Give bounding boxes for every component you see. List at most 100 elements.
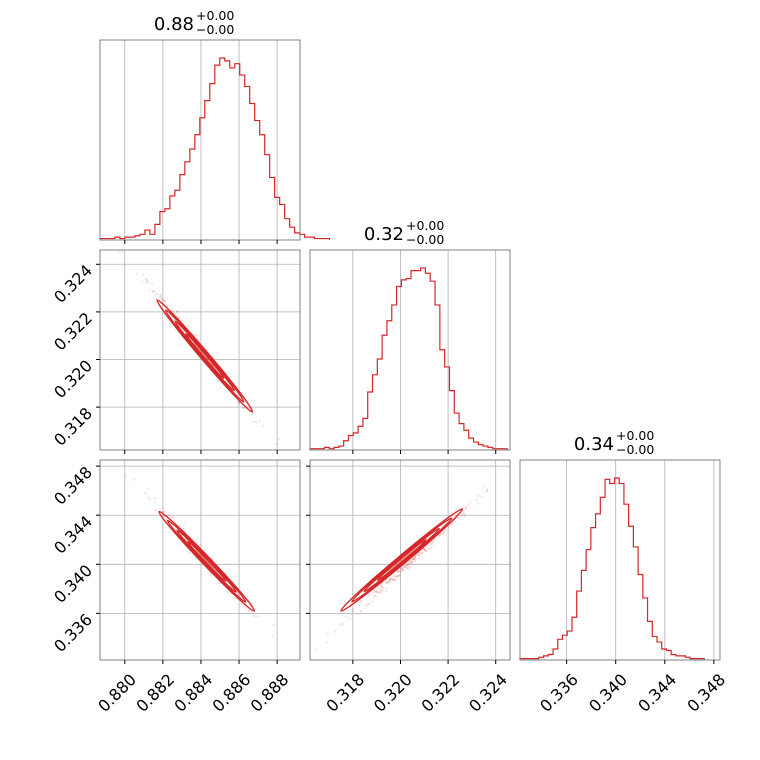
scatter-point: [237, 401, 240, 404]
scatter-point: [194, 334, 197, 337]
scatter-point: [217, 379, 220, 382]
contour-line: [363, 527, 441, 593]
scatter-point: [483, 485, 486, 488]
title-value: 0.32: [364, 224, 404, 245]
scatter-point: [426, 544, 429, 547]
x-tick-label: 0.348: [683, 670, 729, 716]
scatter-point: [258, 420, 261, 423]
scatter-point: [386, 581, 389, 585]
scatter-point: [143, 492, 146, 495]
scatter-point: [460, 513, 463, 516]
scatter-point: [238, 402, 241, 405]
scatter-point: [433, 544, 436, 548]
scatter-point: [257, 615, 260, 618]
scatter-point: [255, 421, 258, 424]
scatter-point: [421, 551, 424, 554]
scatter-point: [425, 550, 428, 553]
scatter-points: [315, 472, 508, 651]
scatter-point: [368, 603, 371, 606]
scatter-point: [384, 590, 387, 593]
grid-lines: [100, 460, 300, 660]
title-lower-error: −0.00: [616, 442, 654, 457]
scatter-point: [403, 565, 406, 568]
scatter-point: [389, 578, 392, 581]
x-tick-label: 0.344: [634, 670, 680, 716]
scatter-point: [407, 565, 410, 568]
scatter-point: [401, 568, 404, 571]
contour-core: [192, 341, 217, 370]
scatter-point: [413, 556, 416, 559]
panel-frame: [99, 249, 301, 451]
scatter-point: [261, 424, 264, 427]
scatter-point: [182, 523, 186, 526]
x-tick-label: 0.320: [370, 670, 416, 716]
scatter-point: [340, 622, 343, 625]
scatter-point: [464, 506, 467, 509]
scatter-point: [412, 557, 415, 560]
scatter-point: [359, 600, 362, 603]
scatter-point: [153, 497, 156, 500]
scatter-point: [372, 591, 375, 594]
scatter-point: [238, 402, 241, 405]
y-tick-label: 0.318: [50, 404, 96, 450]
scatter-point: [377, 591, 380, 594]
x-tick-label: 0.318: [322, 670, 368, 716]
scatter-point: [380, 591, 383, 594]
scatter-point: [423, 548, 426, 551]
panel-title: 0.32 +0.00−0.00: [364, 218, 444, 247]
scatter-point: [368, 592, 371, 595]
grid-lines: [352, 250, 497, 450]
scatter-point: [351, 608, 354, 611]
scatter-point: [380, 583, 384, 586]
scatter-point: [444, 530, 447, 534]
scatter-point: [315, 648, 318, 651]
scatter-point: [375, 590, 378, 593]
scatter-point: [241, 406, 244, 409]
contour-line: [376, 538, 427, 582]
scatter-point: [417, 557, 420, 560]
scatter-point: [486, 489, 489, 492]
scatter-point: [326, 633, 329, 636]
scatter-point: [243, 407, 246, 410]
scatter-point: [145, 278, 148, 281]
scatter-point: [389, 581, 392, 584]
contour-line: [158, 510, 256, 612]
scatter-point: [117, 250, 120, 253]
scatter-point: [389, 577, 392, 580]
scatter-point: [444, 528, 447, 531]
scatter-point: [412, 557, 415, 561]
scatter-point: [382, 586, 385, 590]
scatter-point: [384, 581, 387, 584]
x-tick-label: 0.882: [132, 670, 178, 716]
scatter-point: [434, 538, 437, 541]
grid-lines: [100, 250, 300, 450]
scatter-point: [431, 540, 434, 543]
scatter-point: [176, 310, 179, 313]
scatter-point: [334, 630, 337, 633]
scatter-point: [391, 579, 394, 582]
scatter-point: [236, 400, 239, 403]
scatter-point: [162, 298, 165, 301]
scatter-point: [437, 534, 440, 538]
scatter-point: [177, 315, 180, 319]
scatter-point: [272, 624, 275, 627]
scatter-point: [153, 293, 156, 296]
scatter-point: [356, 613, 359, 616]
scatter-point: [428, 547, 431, 550]
contour-line: [176, 529, 237, 593]
scatter-point: [401, 566, 404, 569]
contour-lines: [158, 510, 256, 612]
title-upper-error: +0.00: [616, 428, 654, 443]
scatter-point: [442, 523, 445, 526]
scatter-point: [373, 589, 376, 592]
scatter-point: [441, 532, 444, 535]
contour-line: [340, 508, 464, 612]
scatter-point: [240, 602, 243, 605]
scatter-point: [374, 590, 377, 593]
scatter-point: [442, 530, 445, 533]
scatter-point: [407, 567, 410, 570]
scatter-point: [400, 567, 403, 571]
scatter-point: [475, 499, 478, 502]
y-tick-label: 0.322: [50, 308, 96, 354]
contour-lines: [340, 508, 464, 612]
